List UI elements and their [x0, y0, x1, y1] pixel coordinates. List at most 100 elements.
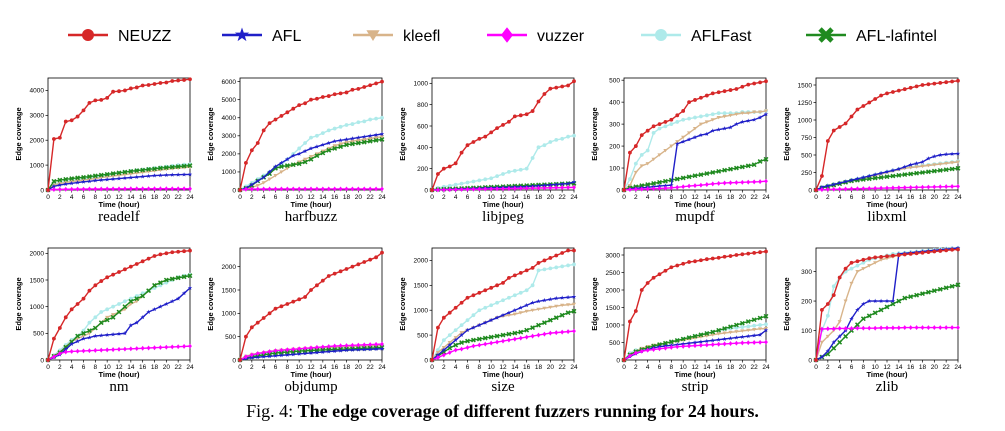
- data-point: [926, 163, 931, 168]
- data-point: [483, 186, 488, 192]
- data-point: [686, 340, 692, 346]
- data-point: [362, 260, 367, 264]
- data-point: [483, 134, 488, 139]
- data-point: [188, 77, 192, 82]
- x-tick-label: 0: [46, 194, 50, 201]
- data-point: [722, 167, 728, 173]
- data-point: [757, 110, 763, 114]
- data-point: [758, 179, 762, 185]
- data-point: [367, 133, 373, 138]
- data-point: [488, 334, 494, 340]
- data-point: [920, 250, 925, 255]
- y-tick-label: 1000: [606, 322, 621, 329]
- data-point: [368, 117, 373, 122]
- data-point: [565, 303, 571, 307]
- y-tick-label: 750: [801, 135, 812, 142]
- data-point: [175, 296, 181, 301]
- data-point: [572, 184, 576, 190]
- data-point: [681, 109, 686, 113]
- data-point: [116, 176, 122, 181]
- data-point: [465, 295, 470, 300]
- data-point: [566, 329, 570, 335]
- data-point: [937, 167, 943, 173]
- y-tick-label: 1000: [222, 169, 237, 176]
- data-point: [831, 293, 836, 298]
- data-point: [757, 327, 763, 331]
- data-point: [81, 348, 86, 354]
- data-point: [326, 140, 332, 145]
- data-point: [843, 299, 848, 303]
- data-point: [46, 358, 50, 362]
- data-point: [63, 119, 68, 124]
- data-point: [93, 186, 98, 192]
- y-tick-label: 500: [33, 331, 44, 338]
- data-point: [680, 341, 686, 346]
- data-point: [146, 256, 151, 261]
- data-point: [430, 358, 434, 362]
- data-point: [104, 177, 110, 182]
- data-point: [140, 259, 145, 264]
- data-point: [855, 107, 860, 112]
- series-afl-lafintel: [621, 156, 769, 193]
- y-tick-label: 100: [609, 165, 620, 172]
- series-vuzzer: [622, 339, 768, 363]
- x-axis-label: Time (hour): [98, 370, 140, 379]
- data-point: [350, 122, 355, 126]
- data-point: [657, 153, 662, 157]
- data-point: [687, 343, 691, 349]
- data-point: [861, 301, 866, 306]
- data-point: [699, 258, 703, 263]
- data-point: [873, 261, 878, 265]
- data-point: [302, 351, 308, 356]
- data-point: [332, 146, 338, 151]
- x-tick-label: 24: [570, 364, 578, 371]
- data-point: [541, 320, 547, 326]
- data-point: [530, 109, 535, 113]
- data-point: [693, 183, 697, 189]
- data-point: [668, 339, 674, 345]
- data-point: [57, 177, 63, 183]
- x-tick-label: 4: [70, 364, 74, 371]
- data-point: [553, 182, 559, 187]
- y-tick-label: 500: [609, 340, 620, 347]
- data-point: [344, 267, 349, 271]
- data-point: [950, 247, 954, 252]
- data-point: [704, 131, 710, 136]
- data-point: [380, 79, 384, 84]
- data-point: [255, 183, 260, 188]
- data-point: [128, 298, 134, 304]
- data-point: [884, 304, 890, 310]
- data-point: [278, 164, 284, 169]
- data-point: [861, 325, 866, 331]
- data-point: [722, 89, 727, 94]
- data-point: [255, 178, 261, 183]
- data-point: [303, 101, 307, 106]
- data-point: [187, 163, 193, 169]
- data-point: [489, 303, 494, 308]
- data-point: [949, 151, 955, 156]
- data-point: [87, 335, 92, 340]
- data-point: [303, 295, 307, 299]
- data-point: [542, 267, 547, 272]
- data-point: [530, 325, 536, 331]
- data-point: [164, 251, 169, 256]
- plot-frame: [623, 77, 767, 191]
- data-point: [453, 161, 458, 166]
- x-tick-label: 6: [850, 194, 854, 201]
- series-neuzz: [814, 78, 960, 192]
- data-point: [500, 332, 506, 338]
- data-point: [686, 335, 692, 341]
- data-point: [87, 288, 92, 293]
- data-point: [920, 325, 925, 331]
- data-point: [542, 258, 547, 263]
- data-point: [122, 304, 128, 310]
- data-point: [657, 126, 662, 131]
- data-point: [453, 182, 458, 187]
- data-point: [368, 83, 373, 88]
- data-point: [849, 316, 854, 321]
- series-neuzz: [238, 250, 384, 362]
- series-line: [623, 110, 767, 191]
- data-point: [878, 170, 884, 176]
- data-point: [518, 305, 524, 310]
- data-point: [950, 79, 954, 84]
